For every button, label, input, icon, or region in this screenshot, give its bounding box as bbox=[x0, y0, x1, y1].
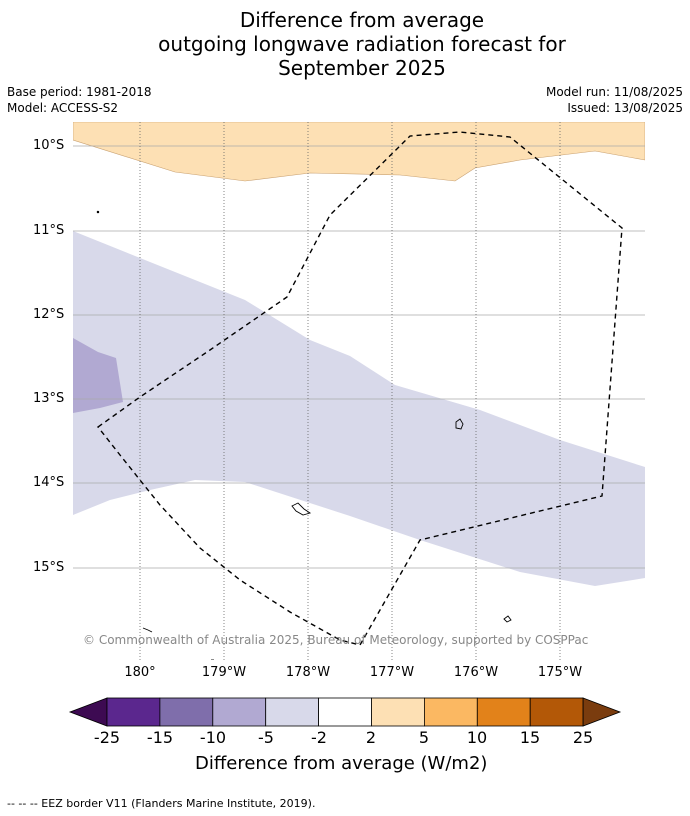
colorbar-cell bbox=[265, 697, 320, 727]
colorbar-tick: 2 bbox=[365, 728, 377, 747]
colorbar-tick: 10 bbox=[466, 728, 488, 747]
lon-label-179w: 179°W bbox=[201, 665, 247, 680]
colorbar-cell bbox=[371, 697, 425, 727]
colorbar-cell bbox=[106, 697, 161, 727]
eez-border bbox=[96, 131, 623, 646]
colorbar-tick: -25 bbox=[93, 728, 121, 747]
lon-label-177w: 177°W bbox=[369, 665, 415, 680]
colorbar-cell bbox=[159, 697, 214, 727]
lat-label-14s: 14°S bbox=[33, 475, 65, 490]
lon-label-175w: 175°W bbox=[537, 665, 583, 680]
model-run: Model run: 11/08/2025 bbox=[545, 85, 683, 99]
meta-right: Model run: 11/08/2025 Issued: 13/08/2025 bbox=[546, 84, 683, 116]
issued-date: Issued: 13/08/2025 bbox=[567, 101, 683, 115]
lat-label-13s: 13°S bbox=[33, 391, 65, 406]
colorbar-tick: -5 bbox=[258, 728, 274, 747]
negative-anomaly-band bbox=[73, 231, 645, 586]
lat-label-10s: 10°S bbox=[33, 138, 65, 153]
lat-label-15s: 15°S bbox=[33, 560, 65, 575]
colorbar-tick: -10 bbox=[199, 728, 227, 747]
lon-label-178w: 178°W bbox=[285, 665, 331, 680]
model-name: Model: ACCESS-S2 bbox=[7, 101, 119, 115]
map-canvas bbox=[73, 122, 645, 660]
colorbar-cell bbox=[318, 697, 372, 727]
chart-title: Difference from average outgoing longwav… bbox=[0, 8, 690, 80]
copyright-notice: © Commonwealth of Australia 2025, Bureau… bbox=[83, 633, 589, 647]
lon-label-180: 180° bbox=[124, 665, 156, 680]
title-line-3: September 2025 bbox=[278, 56, 446, 80]
island-uvea bbox=[291, 502, 312, 516]
colorbar-extend-min bbox=[68, 697, 108, 727]
colorbar-tick: 15 bbox=[519, 728, 541, 747]
island-upolu bbox=[455, 418, 464, 430]
title-line-1: Difference from average bbox=[239, 8, 485, 32]
gridlines bbox=[73, 145, 645, 569]
lat-label-12s: 12°S bbox=[33, 307, 65, 322]
islands bbox=[96, 210, 512, 660]
lat-label-11s: 11°S bbox=[33, 223, 65, 238]
island-small-1 bbox=[503, 615, 512, 623]
colorbar-tick: 5 bbox=[418, 728, 430, 747]
base-period: Base period: 1981-2018 bbox=[7, 85, 152, 99]
eez-footnote: -- -- -- EEZ border V11 (Flanders Marine… bbox=[7, 797, 316, 810]
lon-label-176w: 176°W bbox=[453, 665, 499, 680]
island-small-3 bbox=[96, 210, 100, 214]
colorbar-cell bbox=[476, 697, 531, 727]
colorbar-tick: -2 bbox=[311, 728, 327, 747]
colorbar-cell bbox=[212, 697, 267, 727]
colorbar-cell bbox=[423, 697, 478, 727]
colorbar-extend-max bbox=[582, 697, 622, 727]
colorbar-cell bbox=[529, 697, 584, 727]
title-line-2: outgoing longwave radiation forecast for bbox=[158, 32, 566, 56]
island-small-2 bbox=[142, 627, 153, 633]
colorbar-tick: 25 bbox=[572, 728, 594, 747]
colorbar-label: Difference from average (W/m2) bbox=[195, 753, 488, 774]
meta-left: Base period: 1981-2018 Model: ACCESS-S2 bbox=[7, 84, 152, 116]
colorbar-tick: -15 bbox=[146, 728, 174, 747]
strong-negative-anomaly-region bbox=[73, 338, 123, 413]
